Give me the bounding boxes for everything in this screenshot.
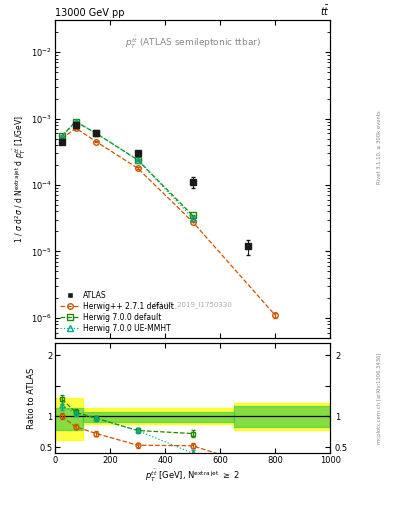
Legend: ATLAS, Herwig++ 2.7.1 default, Herwig 7.0.0 default, Herwig 7.0.0 UE-MMHT: ATLAS, Herwig++ 2.7.1 default, Herwig 7.…: [59, 289, 175, 334]
Y-axis label: Ratio to ATLAS: Ratio to ATLAS: [28, 368, 36, 429]
Text: mcplots.cern.ch [arXiv:1306.3436]: mcplots.cern.ch [arXiv:1306.3436]: [377, 352, 382, 444]
Text: Rivet 3.1.10, ≥ 300k events: Rivet 3.1.10, ≥ 300k events: [377, 111, 382, 184]
Text: 13000 GeV pp: 13000 GeV pp: [55, 8, 125, 18]
Text: ATLAS_2019_I1750330: ATLAS_2019_I1750330: [152, 301, 233, 308]
Text: $p_T^{t\bar{t}}$ (ATLAS semileptonic ttbar): $p_T^{t\bar{t}}$ (ATLAS semileptonic ttb…: [125, 35, 261, 51]
X-axis label: $p_T^{t\bar{t}}$ [GeV], N$^{\mathrm{extra\,jet}}$ $\geq$ 2: $p_T^{t\bar{t}}$ [GeV], N$^{\mathrm{extr…: [145, 467, 240, 484]
Text: $t\bar{t}$: $t\bar{t}$: [320, 4, 330, 18]
Y-axis label: 1 / $\sigma$ d$^2\sigma$ / d N$^{\mathrm{extra\,jet}}$ d $p_T^{t\bar{t}}$ [1/GeV: 1 / $\sigma$ d$^2\sigma$ / d N$^{\mathrm…: [12, 115, 28, 243]
